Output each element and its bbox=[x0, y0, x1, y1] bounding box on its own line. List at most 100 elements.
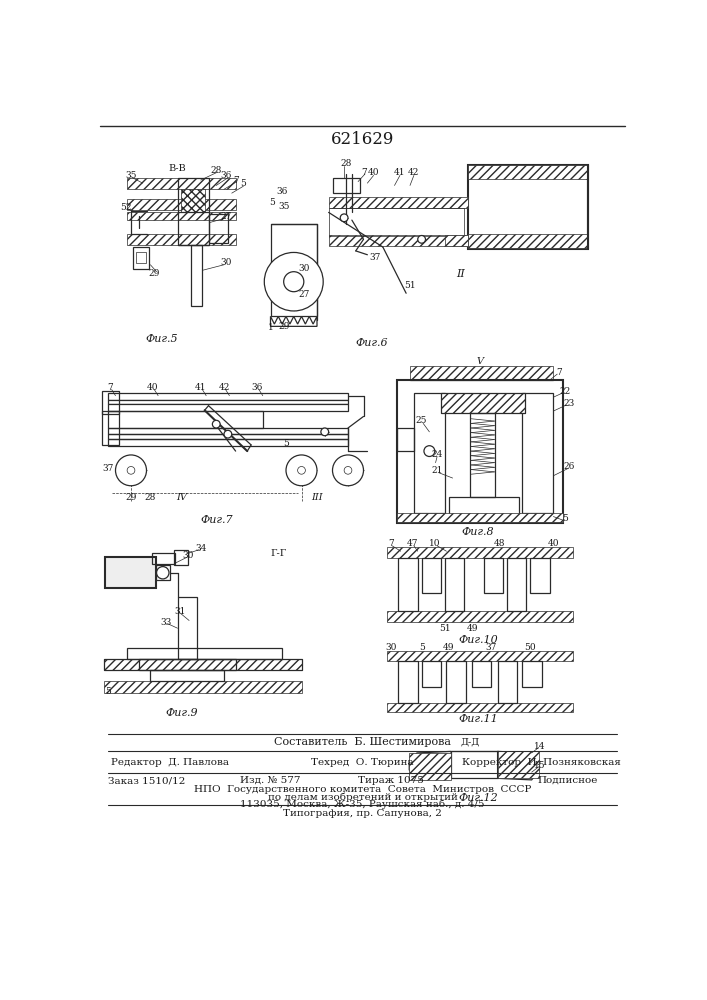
Text: 30: 30 bbox=[385, 643, 397, 652]
Text: 35: 35 bbox=[125, 171, 136, 180]
Text: 24: 24 bbox=[431, 450, 443, 459]
Text: 37: 37 bbox=[486, 643, 497, 652]
Text: 5: 5 bbox=[105, 687, 112, 696]
Bar bbox=[107, 439, 348, 446]
Polygon shape bbox=[498, 751, 539, 780]
Text: 29: 29 bbox=[125, 493, 136, 502]
Polygon shape bbox=[409, 751, 451, 780]
Text: 37: 37 bbox=[370, 253, 381, 262]
Bar bbox=[177, 178, 209, 245]
Text: Тираж 1075: Тираж 1075 bbox=[358, 776, 423, 785]
Text: 30: 30 bbox=[298, 264, 310, 273]
Text: Корректор  И. Позняковская: Корректор И. Позняковская bbox=[462, 758, 621, 767]
Bar bbox=[127, 648, 282, 659]
Circle shape bbox=[418, 235, 426, 243]
Circle shape bbox=[127, 466, 135, 474]
Text: Д-Д: Д-Д bbox=[461, 738, 480, 747]
Circle shape bbox=[340, 214, 348, 222]
Text: Составитель  Б. Шестимирова: Составитель Б. Шестимирова bbox=[274, 737, 451, 747]
Text: 5: 5 bbox=[240, 179, 246, 188]
Circle shape bbox=[156, 567, 169, 579]
Bar bbox=[470, 413, 495, 497]
Bar bbox=[498, 751, 539, 778]
Bar bbox=[530, 558, 549, 593]
Circle shape bbox=[321, 428, 329, 436]
Text: Заказ 1510/12: Заказ 1510/12 bbox=[107, 776, 185, 785]
Bar bbox=[103, 411, 119, 445]
Text: IV: IV bbox=[176, 493, 187, 502]
Text: Типография, пр. Сапунова, 2: Типография, пр. Сапунова, 2 bbox=[284, 808, 442, 818]
Text: 31: 31 bbox=[174, 607, 185, 616]
Text: 51: 51 bbox=[404, 281, 416, 290]
Text: 7: 7 bbox=[361, 168, 367, 177]
Text: Изд. № 577: Изд. № 577 bbox=[240, 776, 300, 785]
Bar bbox=[107, 428, 348, 434]
Bar bbox=[421, 661, 441, 687]
Text: Фиг.8: Фиг.8 bbox=[462, 527, 494, 537]
Circle shape bbox=[332, 455, 363, 486]
Bar bbox=[398, 558, 418, 611]
Text: НПО  Государственного комитета  Совета  Министров  СССР: НПО Государственного комитета Совета Мин… bbox=[194, 785, 532, 794]
Text: 21: 21 bbox=[431, 466, 443, 475]
Text: 49: 49 bbox=[443, 643, 455, 652]
Text: В-В: В-В bbox=[169, 164, 187, 173]
Bar bbox=[104, 659, 301, 670]
Bar bbox=[445, 235, 468, 246]
Bar bbox=[152, 553, 175, 564]
Text: 47: 47 bbox=[407, 539, 418, 548]
Text: Фиг.5: Фиг.5 bbox=[146, 334, 178, 344]
Text: 25: 25 bbox=[416, 416, 427, 425]
Text: 50: 50 bbox=[525, 643, 536, 652]
Text: 41: 41 bbox=[195, 383, 206, 392]
Bar bbox=[105, 557, 156, 588]
Text: 28: 28 bbox=[211, 166, 222, 175]
Bar bbox=[484, 558, 503, 593]
Text: 26: 26 bbox=[563, 462, 575, 471]
Text: V: V bbox=[477, 357, 484, 366]
Bar bbox=[107, 434, 348, 439]
Circle shape bbox=[284, 272, 304, 292]
Bar bbox=[451, 751, 498, 778]
Bar bbox=[472, 661, 491, 687]
Bar bbox=[136, 252, 146, 263]
Bar bbox=[414, 393, 445, 513]
Bar bbox=[446, 661, 466, 703]
Circle shape bbox=[298, 466, 305, 474]
Text: 15: 15 bbox=[534, 761, 546, 770]
Circle shape bbox=[264, 252, 323, 311]
Bar bbox=[397, 428, 414, 451]
Text: 28: 28 bbox=[145, 493, 156, 502]
Circle shape bbox=[286, 455, 317, 486]
Text: Техред  О. Тюрина: Техред О. Тюрина bbox=[311, 758, 414, 767]
Text: 40: 40 bbox=[147, 383, 158, 392]
Text: 30: 30 bbox=[182, 551, 193, 560]
Text: 30: 30 bbox=[221, 258, 232, 267]
Bar bbox=[397, 513, 563, 522]
Bar bbox=[329, 208, 464, 235]
Circle shape bbox=[212, 420, 220, 428]
Bar bbox=[156, 565, 170, 580]
Bar bbox=[107, 404, 348, 411]
Text: 29: 29 bbox=[148, 269, 160, 278]
Text: 36: 36 bbox=[276, 187, 288, 196]
Bar bbox=[387, 703, 573, 712]
Text: Фиг.9: Фиг.9 bbox=[165, 708, 198, 718]
Bar bbox=[182, 189, 204, 212]
Text: 28: 28 bbox=[340, 159, 351, 168]
Text: по делам изобретений и открытий: по делам изобретений и открытий bbox=[268, 792, 457, 802]
Bar bbox=[522, 661, 542, 687]
Text: Фиг.10: Фиг.10 bbox=[458, 635, 498, 645]
Bar bbox=[468, 165, 588, 179]
Bar bbox=[174, 550, 187, 565]
Text: Фиг.12: Фиг.12 bbox=[458, 793, 498, 803]
Text: Редактор  Д. Павлова: Редактор Д. Павлова bbox=[111, 758, 229, 767]
Bar bbox=[127, 178, 235, 189]
Bar bbox=[127, 199, 235, 210]
Text: 7: 7 bbox=[556, 368, 561, 377]
Bar bbox=[409, 753, 451, 780]
Text: 29: 29 bbox=[278, 322, 289, 331]
Text: 10: 10 bbox=[429, 539, 440, 548]
Text: 1: 1 bbox=[268, 323, 274, 332]
Bar bbox=[104, 659, 301, 670]
Text: 5: 5 bbox=[269, 198, 275, 207]
